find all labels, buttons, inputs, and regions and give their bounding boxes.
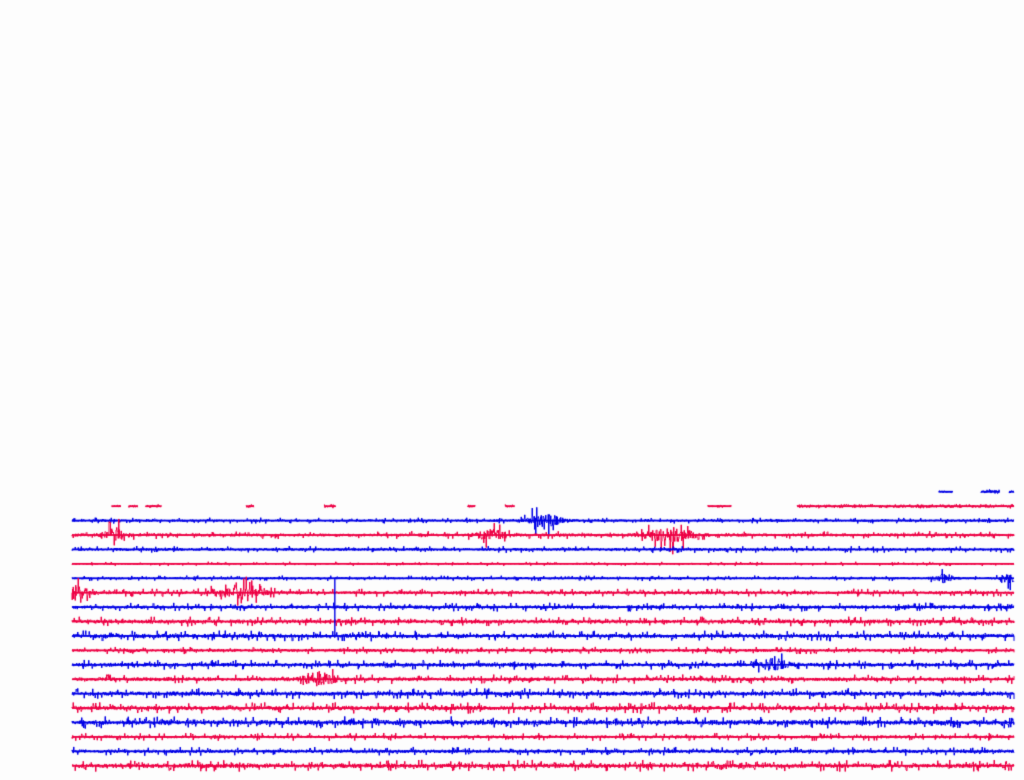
seismogram-plot <box>0 0 1024 780</box>
seismogram-trace-canvas <box>0 0 1024 780</box>
seismogram-page: HT Thira Isl. - Akrotiri Applied filter:… <box>0 0 1024 780</box>
